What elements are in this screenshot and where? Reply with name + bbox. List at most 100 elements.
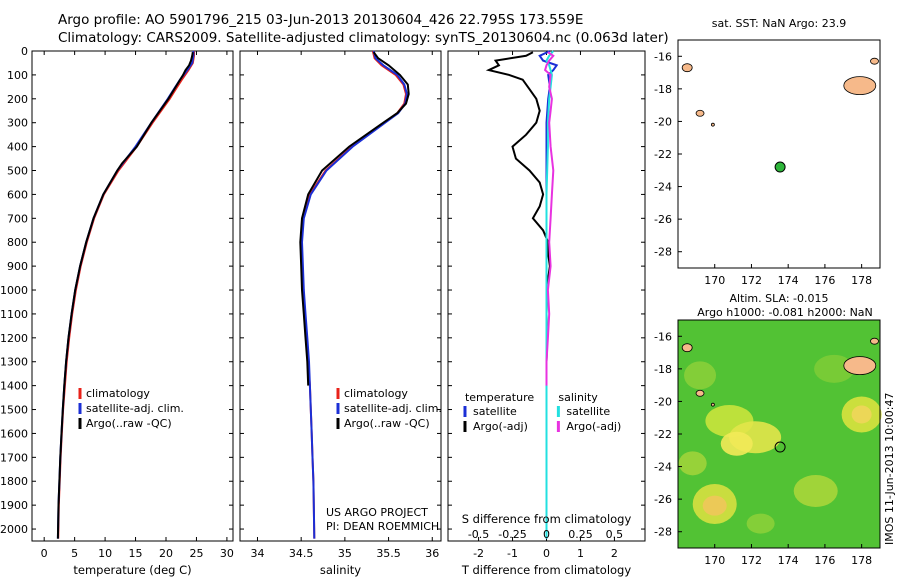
depth-tick-label: 600 bbox=[7, 188, 28, 201]
x-tick-label: 1 bbox=[577, 547, 584, 560]
depth-tick-label: 900 bbox=[7, 260, 28, 273]
heatmap-cell bbox=[678, 451, 707, 476]
x-tick-label: 36 bbox=[425, 547, 439, 560]
legend-label: satellite-adj. clim. bbox=[344, 402, 442, 415]
x-axis-label: salinity bbox=[320, 563, 361, 577]
s-tick-label: -0.25 bbox=[498, 528, 526, 541]
heatmap-cell bbox=[814, 354, 855, 383]
s-tick-label: 0 bbox=[543, 528, 550, 541]
map-y-tick-label: -16 bbox=[654, 330, 672, 343]
legend-label: satellite-adj. clim. bbox=[86, 402, 184, 415]
island bbox=[710, 402, 715, 407]
map-x-tick-label: 176 bbox=[814, 554, 835, 567]
x-tick-label: -2 bbox=[473, 547, 484, 560]
map-y-tick-label: -20 bbox=[654, 395, 672, 408]
depth-tick-label: 1400 bbox=[0, 380, 28, 393]
depth-tick-label: 1600 bbox=[0, 427, 28, 440]
s-tick-label: -0.5 bbox=[468, 528, 489, 541]
legend-label: climatology bbox=[86, 387, 150, 400]
depth-tick-label: 1700 bbox=[0, 451, 28, 464]
map-y-tick-label: -20 bbox=[654, 115, 672, 128]
x-tick-label: 2 bbox=[611, 547, 618, 560]
x-axis-label: temperature (deg C) bbox=[73, 563, 191, 577]
island bbox=[695, 109, 705, 117]
sla-map-title-1: Altim. SLA: -0.015 bbox=[729, 292, 828, 305]
map-x-tick-label: 178 bbox=[851, 274, 872, 287]
heatmap-cell bbox=[851, 405, 872, 424]
series-difference-s-argo bbox=[543, 51, 555, 386]
heatmap-cell bbox=[793, 475, 838, 507]
x-tick-label: 0 bbox=[543, 547, 550, 560]
depth-tick-label: 1000 bbox=[0, 284, 28, 297]
heatmap-cell bbox=[746, 513, 775, 534]
x-tick-label: 35.5 bbox=[376, 547, 401, 560]
x-axis-label: T difference from climatology bbox=[461, 563, 632, 577]
island bbox=[843, 76, 877, 95]
map-y-tick-label: -24 bbox=[654, 181, 672, 194]
legend-label: satellite bbox=[473, 405, 517, 418]
argo-position-marker bbox=[774, 441, 786, 453]
depth-tick-label: 0 bbox=[21, 45, 28, 58]
panel-frame-temperature bbox=[31, 50, 234, 542]
s-tick-label: 0.25 bbox=[568, 528, 593, 541]
map-x-tick-label: 172 bbox=[741, 274, 762, 287]
legend-label: climatology bbox=[344, 387, 408, 400]
map-frame bbox=[677, 39, 881, 269]
map-y-tick-label: -28 bbox=[654, 526, 672, 539]
island bbox=[695, 389, 705, 397]
map-y-tick-label: -26 bbox=[654, 493, 672, 506]
island bbox=[710, 122, 715, 127]
depth-tick-label: 2000 bbox=[0, 523, 28, 536]
depth-tick-label: 1200 bbox=[0, 332, 28, 345]
s-tick-label: 0.5 bbox=[606, 528, 624, 541]
x-tick-label: 0 bbox=[41, 547, 48, 560]
x-tick-label: 34.5 bbox=[289, 547, 314, 560]
map-x-tick-label: 176 bbox=[814, 274, 835, 287]
series-salinity-satellite-adj--clim- bbox=[300, 50, 408, 539]
legend-label: Argo(-adj) bbox=[473, 420, 528, 433]
x-tick-label: 20 bbox=[159, 547, 173, 560]
sla-map-title-2: Argo h1000: -0.081 h2000: NaN bbox=[697, 306, 873, 319]
depth-tick-label: 1900 bbox=[0, 499, 28, 512]
island bbox=[870, 337, 879, 345]
heatmap-cell bbox=[702, 495, 727, 516]
panel-frame-salinity bbox=[239, 50, 442, 542]
sst-map-title: sat. SST: NaN Argo: 23.9 bbox=[712, 17, 846, 30]
depth-tick-label: 1300 bbox=[0, 356, 28, 369]
depth-tick-label: 500 bbox=[7, 165, 28, 178]
series-difference-t-argo bbox=[485, 51, 551, 386]
depth-tick-label: 100 bbox=[7, 69, 28, 82]
annotation-project: US ARGO PROJECT bbox=[326, 506, 428, 519]
legend-label: Argo(-adj) bbox=[566, 420, 621, 433]
depth-tick-label: 1100 bbox=[0, 308, 28, 321]
depth-tick-label: 300 bbox=[7, 117, 28, 130]
map-x-tick-label: 174 bbox=[778, 274, 799, 287]
series-difference-s-satellite bbox=[545, 50, 555, 539]
map-y-tick-label: -24 bbox=[654, 461, 672, 474]
depth-tick-label: 200 bbox=[7, 93, 28, 106]
argo-position-marker bbox=[774, 161, 786, 173]
map-y-tick-label: -22 bbox=[654, 148, 672, 161]
title-line-1: Argo profile: AO 5901796_215 03-Jun-2013… bbox=[58, 12, 584, 28]
depth-tick-label: 1500 bbox=[0, 404, 28, 417]
x-tick-label: 10 bbox=[98, 547, 112, 560]
map-y-tick-label: -18 bbox=[654, 83, 672, 96]
map-y-tick-label: -28 bbox=[654, 246, 672, 259]
legend-title-salinity: salinity bbox=[558, 391, 598, 404]
island bbox=[870, 57, 879, 65]
x-tick-label: 35 bbox=[338, 547, 352, 560]
map-x-tick-label: 174 bbox=[778, 554, 799, 567]
x-tick-label: 34 bbox=[250, 547, 264, 560]
legend-title-temperature: temperature bbox=[465, 391, 534, 404]
series-salinity-climatology bbox=[300, 50, 408, 539]
series-temperature-satellite-adj--clim- bbox=[56, 51, 195, 539]
x-tick-label: 15 bbox=[129, 547, 143, 560]
map-x-tick-label: 170 bbox=[704, 274, 725, 287]
series-salinity-argo bbox=[299, 51, 410, 386]
depth-tick-label: 1800 bbox=[0, 475, 28, 488]
x-tick-label: 5 bbox=[71, 547, 78, 560]
map-y-tick-label: -16 bbox=[654, 50, 672, 63]
island bbox=[843, 356, 877, 376]
map-sst-map bbox=[677, 39, 881, 269]
